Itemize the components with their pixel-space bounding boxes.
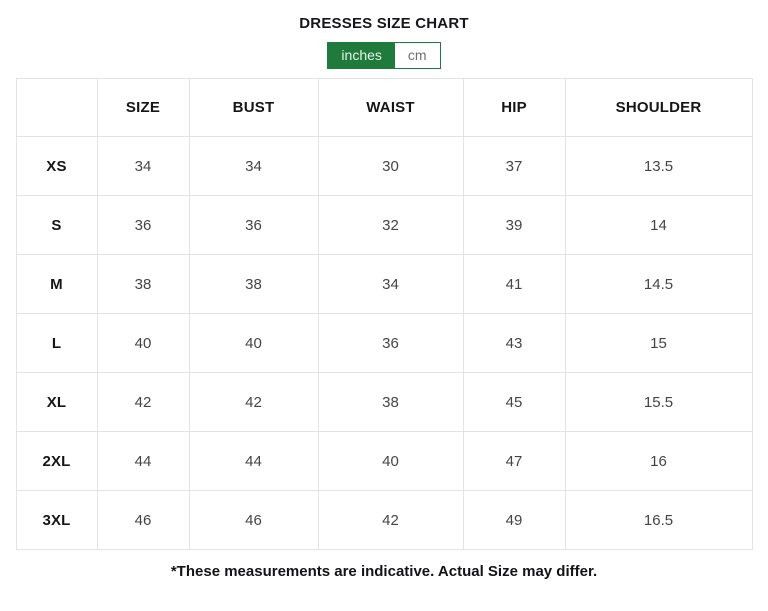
- header-cell-shoulder: SHOULDER: [564, 78, 753, 137]
- table-cell: 40: [188, 313, 319, 373]
- table-cell: 34: [317, 254, 464, 314]
- header-cell-bust: BUST: [188, 78, 319, 137]
- table-row-m: M 38 38 34 41 14.5: [15, 254, 753, 314]
- row-label: XL: [15, 372, 98, 432]
- row-label: L: [15, 313, 98, 373]
- unit-cm-button[interactable]: cm: [394, 43, 440, 68]
- table-cell: 14.5: [564, 254, 753, 314]
- table-cell: 46: [188, 490, 319, 550]
- table-cell: 13.5: [564, 136, 753, 196]
- row-label: XS: [15, 136, 98, 196]
- table-cell: 15.5: [564, 372, 753, 432]
- table-cell: 37: [462, 136, 566, 196]
- table-cell: 42: [188, 372, 319, 432]
- table-cell: 45: [462, 372, 566, 432]
- table-cell: 38: [96, 254, 190, 314]
- row-label: M: [15, 254, 98, 314]
- table-cell: 47: [462, 431, 566, 491]
- table-cell: 36: [317, 313, 464, 373]
- table-cell: 39: [462, 195, 566, 255]
- table-cell: 43: [462, 313, 566, 373]
- header-cell-blank: [15, 78, 98, 137]
- table-cell: 16: [564, 431, 753, 491]
- table-cell: 30: [317, 136, 464, 196]
- table-cell: 40: [96, 313, 190, 373]
- table-row-xl: XL 42 42 38 45 15.5: [15, 372, 753, 432]
- table-cell: 14: [564, 195, 753, 255]
- table-cell: 40: [317, 431, 464, 491]
- table-row-s: S 36 36 32 39 14: [15, 195, 753, 255]
- table-cell: 44: [188, 431, 319, 491]
- table-cell: 34: [188, 136, 319, 196]
- footnote: *These measurements are indicative. Actu…: [170, 563, 598, 580]
- table-row-l: L 40 40 36 43 15: [15, 313, 753, 373]
- unit-toggle-wrap: inches cm: [0, 42, 768, 69]
- row-label: 2XL: [15, 431, 98, 491]
- size-chart-panel: DRESSES SIZE CHART inches cm SIZE BUST W…: [0, 15, 768, 580]
- table-cell: 36: [96, 195, 190, 255]
- table-cell: 16.5: [564, 490, 753, 550]
- table-cell: 46: [96, 490, 190, 550]
- page-title: DRESSES SIZE CHART: [299, 15, 469, 32]
- table-cell: 44: [96, 431, 190, 491]
- table-cell: 32: [317, 195, 464, 255]
- unit-toggle: inches cm: [327, 42, 441, 69]
- header-cell-hip: HIP: [462, 78, 566, 137]
- header-cell-waist: WAIST: [317, 78, 464, 137]
- header-row: SIZE BUST WAIST HIP SHOULDER: [15, 78, 753, 137]
- row-label: S: [15, 195, 98, 255]
- table-cell: 49: [462, 490, 566, 550]
- table-cell: 36: [188, 195, 319, 255]
- table-cell: 41: [462, 254, 566, 314]
- table-cell: 38: [188, 254, 319, 314]
- row-label: 3XL: [15, 490, 98, 550]
- size-chart-table: SIZE BUST WAIST HIP SHOULDER XS 34 34 30…: [15, 78, 753, 550]
- table-cell: 42: [317, 490, 464, 550]
- table-cell: 15: [564, 313, 753, 373]
- table-cell: 42: [96, 372, 190, 432]
- table-row-3xl: 3XL 46 46 42 49 16.5: [15, 490, 753, 550]
- table-row-xs: XS 34 34 30 37 13.5: [15, 136, 753, 196]
- unit-inches-button[interactable]: inches: [328, 43, 395, 68]
- table-cell: 34: [96, 136, 190, 196]
- table-row-2xl: 2XL 44 44 40 47 16: [15, 431, 753, 491]
- header-cell-size: SIZE: [96, 78, 190, 137]
- table-cell: 38: [317, 372, 464, 432]
